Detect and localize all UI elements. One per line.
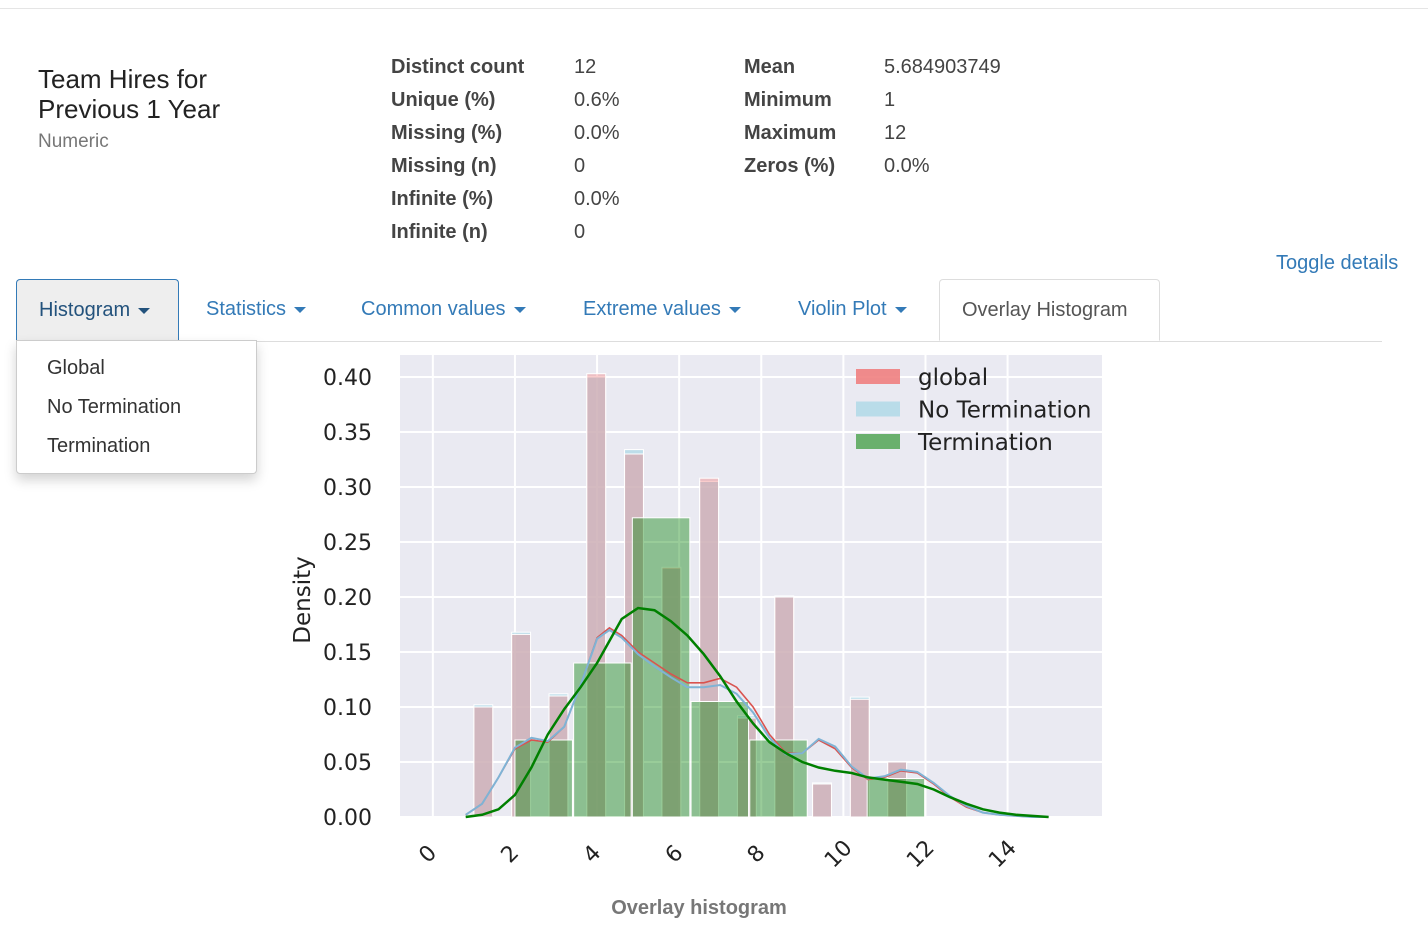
menu-item-no-termination[interactable]: No Termination bbox=[47, 396, 182, 418]
overlay-histogram-chart: 0.00 0.05 0.10 0.15 0.20 0.25 0.30 0.35 0.40 0 2 4 6… bbox=[290, 355, 1102, 873]
legend-swatch bbox=[856, 369, 900, 384]
histogram-dropdown-menu: Global No Termination Termination bbox=[16, 340, 257, 474]
x-tick-label: 2 bbox=[497, 841, 525, 869]
x-tick-label: 14 bbox=[984, 836, 1021, 873]
kde-line-termination bbox=[465, 606, 1049, 819]
caret-down-icon bbox=[513, 306, 526, 313]
tab-bar: Histogram Statistics Common values Extre… bbox=[16, 279, 1382, 342]
tab-common-values[interactable]: Common values bbox=[339, 279, 548, 340]
variable-title-line2: Previous 1 Year bbox=[38, 94, 221, 124]
tab-label: Violin Plot bbox=[798, 298, 887, 320]
y-tick-label: 0.25 bbox=[323, 531, 372, 556]
stat-value: 0 bbox=[574, 155, 586, 177]
stat-label: Maximum bbox=[744, 122, 837, 144]
stat-label: Infinite (%) bbox=[391, 188, 494, 210]
legend-label: global bbox=[918, 365, 988, 391]
y-tick-label: 0.05 bbox=[323, 751, 372, 776]
legend-label: Termination bbox=[917, 430, 1053, 456]
stat-label: Missing (%) bbox=[391, 122, 503, 144]
bar-termination bbox=[573, 662, 632, 818]
tab-statistics[interactable]: Statistics bbox=[184, 279, 328, 340]
bar-termination bbox=[690, 701, 750, 818]
stat-label: Mean bbox=[744, 56, 796, 78]
stat-label: Distinct count bbox=[391, 56, 525, 78]
y-tick-label: 0.35 bbox=[323, 421, 372, 446]
y-tick-label: 0.40 bbox=[323, 366, 372, 391]
bar-global bbox=[473, 706, 494, 818]
tab-label: Statistics bbox=[206, 298, 287, 320]
stat-value: 0.6% bbox=[574, 89, 620, 111]
stat-label: Missing (n) bbox=[391, 155, 497, 177]
tab-violin-plot[interactable]: Violin Plot bbox=[776, 279, 929, 340]
variable-title: Team Hires for Previous 1 Year bbox=[38, 64, 220, 124]
y-tick-label: 0.15 bbox=[323, 641, 372, 666]
stat-value: 0.0% bbox=[574, 188, 620, 210]
stat-value: 1 bbox=[884, 89, 896, 111]
y-tick-label: 0.20 bbox=[323, 586, 372, 611]
stat-label: Minimum bbox=[744, 89, 832, 111]
legend-label: No Termination bbox=[918, 398, 1091, 424]
tab-label: Extreme values bbox=[583, 298, 721, 320]
bar-termination bbox=[749, 739, 808, 818]
x-tick-label: 4 bbox=[579, 841, 607, 869]
stat-label: Infinite (n) bbox=[391, 221, 488, 243]
x-tick-label: 6 bbox=[661, 841, 689, 869]
toggle-details-link[interactable]: Toggle details bbox=[1276, 252, 1399, 274]
x-tick-label: 0 bbox=[414, 841, 442, 869]
menu-item-global[interactable]: Global bbox=[47, 357, 105, 379]
stat-value: 5.684903749 bbox=[884, 56, 1001, 78]
caret-down-icon bbox=[138, 307, 151, 314]
stat-label: Zeros (%) bbox=[744, 155, 836, 177]
stat-value: 0.0% bbox=[884, 155, 930, 177]
y-axis-label: Density bbox=[290, 556, 316, 643]
legend-swatch bbox=[856, 401, 900, 417]
y-tick-label: 0.10 bbox=[323, 696, 372, 721]
tab-overlay-histogram[interactable]: Overlay Histogram bbox=[939, 279, 1160, 341]
stat-label: Unique (%) bbox=[391, 89, 496, 111]
legend-swatch bbox=[856, 434, 900, 449]
caret-down-icon bbox=[294, 306, 307, 313]
y-tick-label: 0.00 bbox=[323, 806, 372, 831]
y-tick-label: 0.30 bbox=[323, 476, 372, 501]
bar-global bbox=[812, 783, 832, 818]
top-divider bbox=[0, 8, 1428, 9]
tab-label: Histogram bbox=[39, 299, 131, 321]
stat-value: 0.0% bbox=[574, 122, 620, 144]
variable-title-line1: Team Hires for bbox=[38, 64, 208, 94]
variable-type: Numeric bbox=[38, 131, 109, 152]
tab-extreme-values[interactable]: Extreme values bbox=[561, 279, 763, 340]
chart-caption: Overlay histogram bbox=[611, 897, 787, 919]
x-tick-label: 12 bbox=[902, 836, 939, 873]
stat-value: 0 bbox=[574, 221, 586, 243]
tab-label: Common values bbox=[361, 298, 506, 320]
tab-histogram[interactable]: Histogram bbox=[16, 279, 179, 340]
x-tick-label: 8 bbox=[743, 841, 771, 869]
bar-global bbox=[849, 698, 870, 818]
x-tick-label: 10 bbox=[820, 836, 857, 873]
stat-value: 12 bbox=[884, 122, 907, 144]
menu-item-termination[interactable]: Termination bbox=[47, 435, 151, 457]
tab-label: Overlay Histogram bbox=[962, 299, 1128, 321]
stat-value: 12 bbox=[574, 56, 597, 78]
caret-down-icon bbox=[728, 306, 741, 313]
caret-down-icon bbox=[894, 306, 907, 313]
